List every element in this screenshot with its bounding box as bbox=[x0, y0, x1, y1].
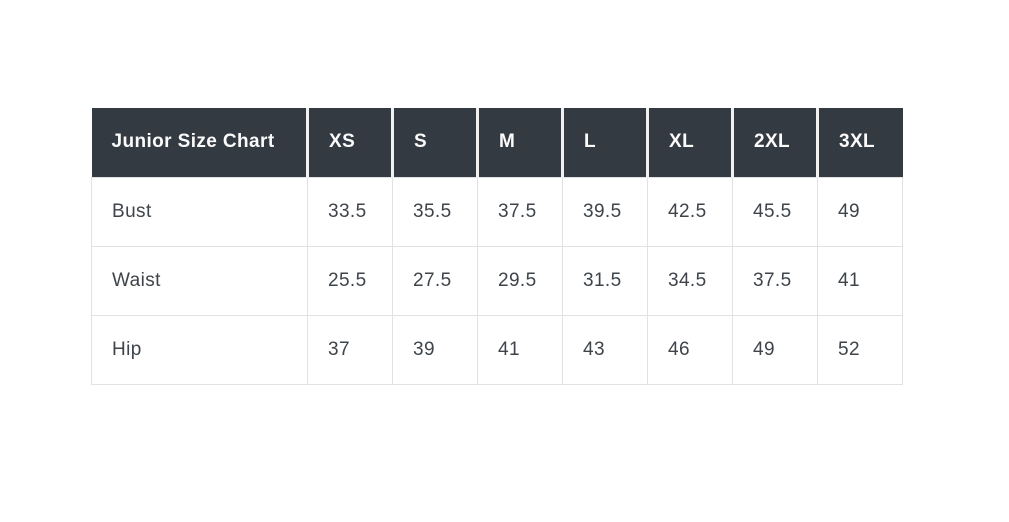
column-header-l: L bbox=[561, 108, 648, 177]
column-header-xs: XS bbox=[306, 108, 393, 177]
column-header-m: M bbox=[476, 108, 563, 177]
cell-waist-s: 27.5 bbox=[392, 245, 478, 316]
measurement-row-bust: Bust 33.5 35.5 37.5 39.5 42.5 45.5 49 bbox=[91, 176, 903, 247]
cell-bust-3xl: 49 bbox=[817, 176, 903, 247]
size-chart-header-row: Junior Size Chart XS S M L XL 2XL 3XL bbox=[91, 108, 903, 177]
measurement-row-hip: Hip 37 39 41 43 46 49 52 bbox=[91, 314, 903, 385]
row-label-bust: Bust bbox=[91, 176, 308, 247]
column-header-3xl: 3XL bbox=[816, 108, 903, 177]
cell-hip-s: 39 bbox=[392, 314, 478, 385]
cell-waist-xl: 34.5 bbox=[647, 245, 733, 316]
size-chart-section: Junior Size Chart XS S M L XL 2XL 3XL Bu… bbox=[91, 108, 903, 385]
cell-bust-l: 39.5 bbox=[562, 176, 648, 247]
cell-waist-3xl: 41 bbox=[817, 245, 903, 316]
column-header-s: S bbox=[391, 108, 478, 177]
cell-hip-l: 43 bbox=[562, 314, 648, 385]
cell-waist-m: 29.5 bbox=[477, 245, 563, 316]
cell-bust-xs: 33.5 bbox=[307, 176, 393, 247]
size-chart-title-cell: Junior Size Chart bbox=[91, 108, 308, 177]
column-header-xl: XL bbox=[646, 108, 733, 177]
cell-hip-m: 41 bbox=[477, 314, 563, 385]
cell-waist-2xl: 37.5 bbox=[732, 245, 818, 316]
cell-hip-2xl: 49 bbox=[732, 314, 818, 385]
row-label-hip: Hip bbox=[91, 314, 308, 385]
cell-hip-xl: 46 bbox=[647, 314, 733, 385]
row-label-waist: Waist bbox=[91, 245, 308, 316]
cell-bust-2xl: 45.5 bbox=[732, 176, 818, 247]
cell-waist-xs: 25.5 bbox=[307, 245, 393, 316]
measurement-row-waist: Waist 25.5 27.5 29.5 31.5 34.5 37.5 41 bbox=[91, 245, 903, 316]
cell-bust-s: 35.5 bbox=[392, 176, 478, 247]
cell-bust-xl: 42.5 bbox=[647, 176, 733, 247]
column-header-2xl: 2XL bbox=[731, 108, 818, 177]
cell-hip-xs: 37 bbox=[307, 314, 393, 385]
cell-waist-l: 31.5 bbox=[562, 245, 648, 316]
junior-size-chart-table: Junior Size Chart XS S M L XL 2XL 3XL Bu… bbox=[91, 108, 903, 385]
cell-hip-3xl: 52 bbox=[817, 314, 903, 385]
cell-bust-m: 37.5 bbox=[477, 176, 563, 247]
